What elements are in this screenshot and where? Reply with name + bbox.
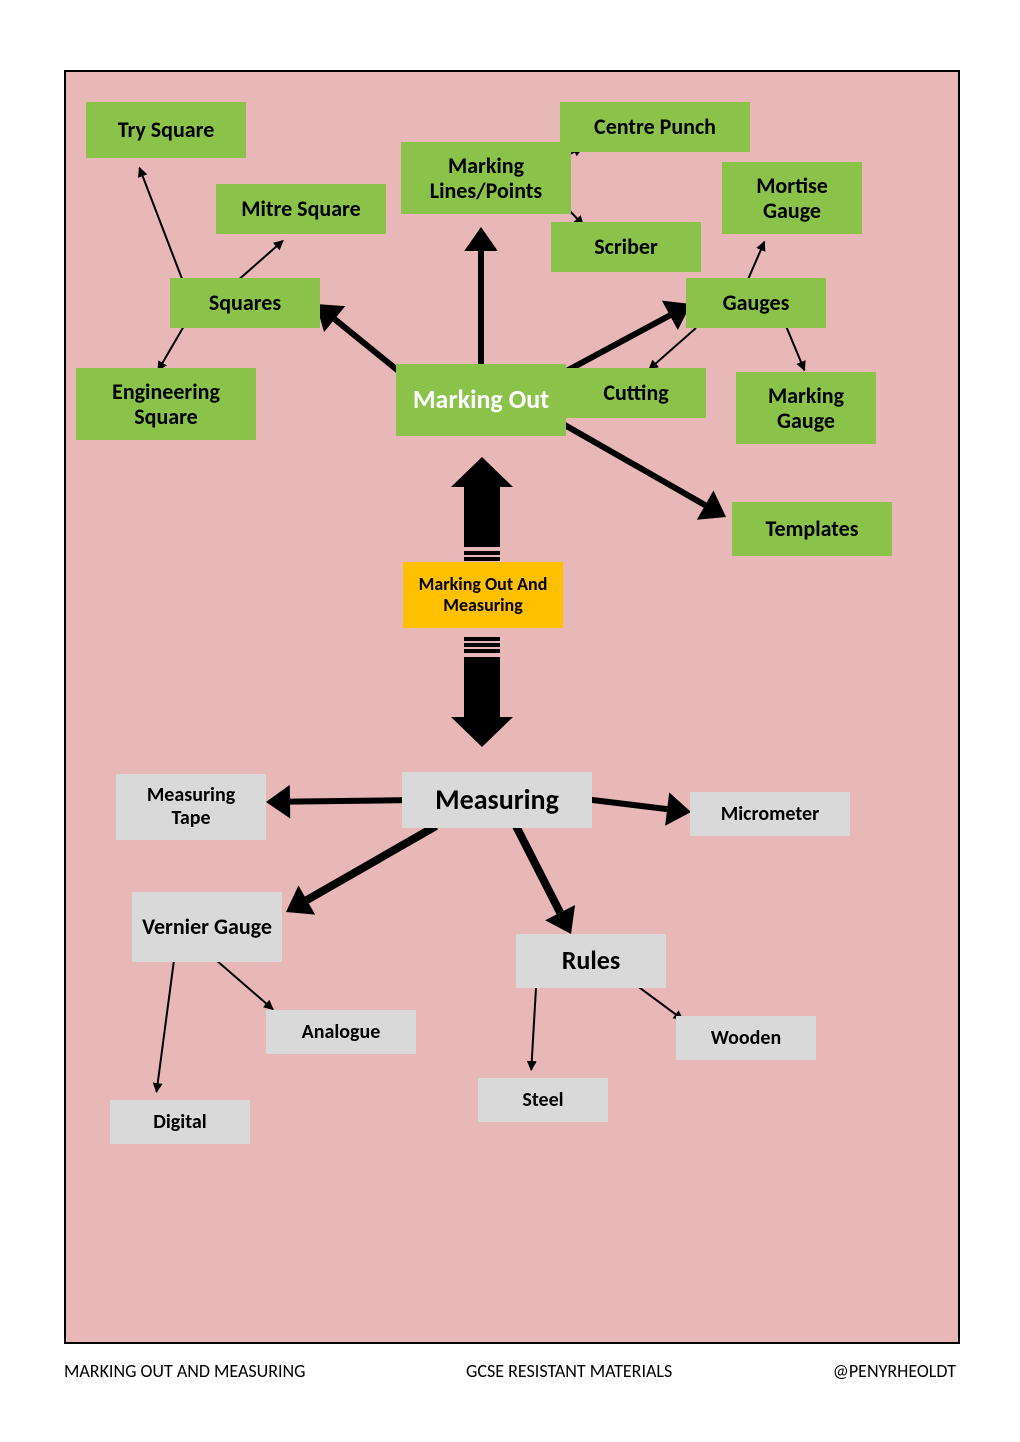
node-gauges: Gauges	[686, 278, 826, 328]
node-measuring: Measuring	[402, 772, 592, 828]
node-mortise-gauge: Mortise Gauge	[722, 162, 862, 234]
node-marking-lines: Marking Lines/Points	[401, 142, 571, 214]
arrows-layer	[66, 72, 958, 1342]
node-wooden: Wooden	[676, 1016, 816, 1060]
footer-right: @PENYRHEOLDT	[833, 1360, 956, 1382]
node-measuring-tape: Measuring Tape	[116, 774, 266, 840]
node-centre-punch: Centre Punch	[560, 102, 750, 152]
node-templates: Templates	[732, 502, 892, 556]
node-vernier-gauge: Vernier Gauge	[132, 892, 282, 962]
page: Try Square Centre PunchMarking Lines/Poin…	[0, 0, 1020, 1442]
node-analogue: Analogue	[266, 1010, 416, 1054]
diagram-panel: Try Square Centre PunchMarking Lines/Poin…	[64, 70, 960, 1344]
footer: MARKING OUT AND MEASURING GCSE RESISTANT…	[64, 1360, 956, 1382]
footer-left: MARKING OUT AND MEASURING	[64, 1360, 306, 1382]
node-cutting: Cutting	[566, 368, 706, 418]
node-mitre-square: Mitre Square	[216, 184, 386, 234]
node-marking-gauge: Marking Gauge	[736, 372, 876, 444]
node-digital: Digital	[110, 1100, 250, 1144]
node-try-square: Try Square	[86, 102, 246, 158]
node-yellow-center: Marking Out And Measuring	[403, 562, 563, 628]
node-engineering-sq: Engineering Square	[76, 368, 256, 440]
node-squares: Squares	[170, 278, 320, 328]
node-scriber: Scriber	[551, 222, 701, 272]
footer-center: GCSE RESISTANT MATERIALS	[466, 1360, 672, 1382]
node-marking-out: Marking Out	[396, 364, 566, 436]
node-steel: Steel	[478, 1078, 608, 1122]
node-micrometer: Micrometer	[690, 792, 850, 836]
node-rules: Rules	[516, 934, 666, 988]
